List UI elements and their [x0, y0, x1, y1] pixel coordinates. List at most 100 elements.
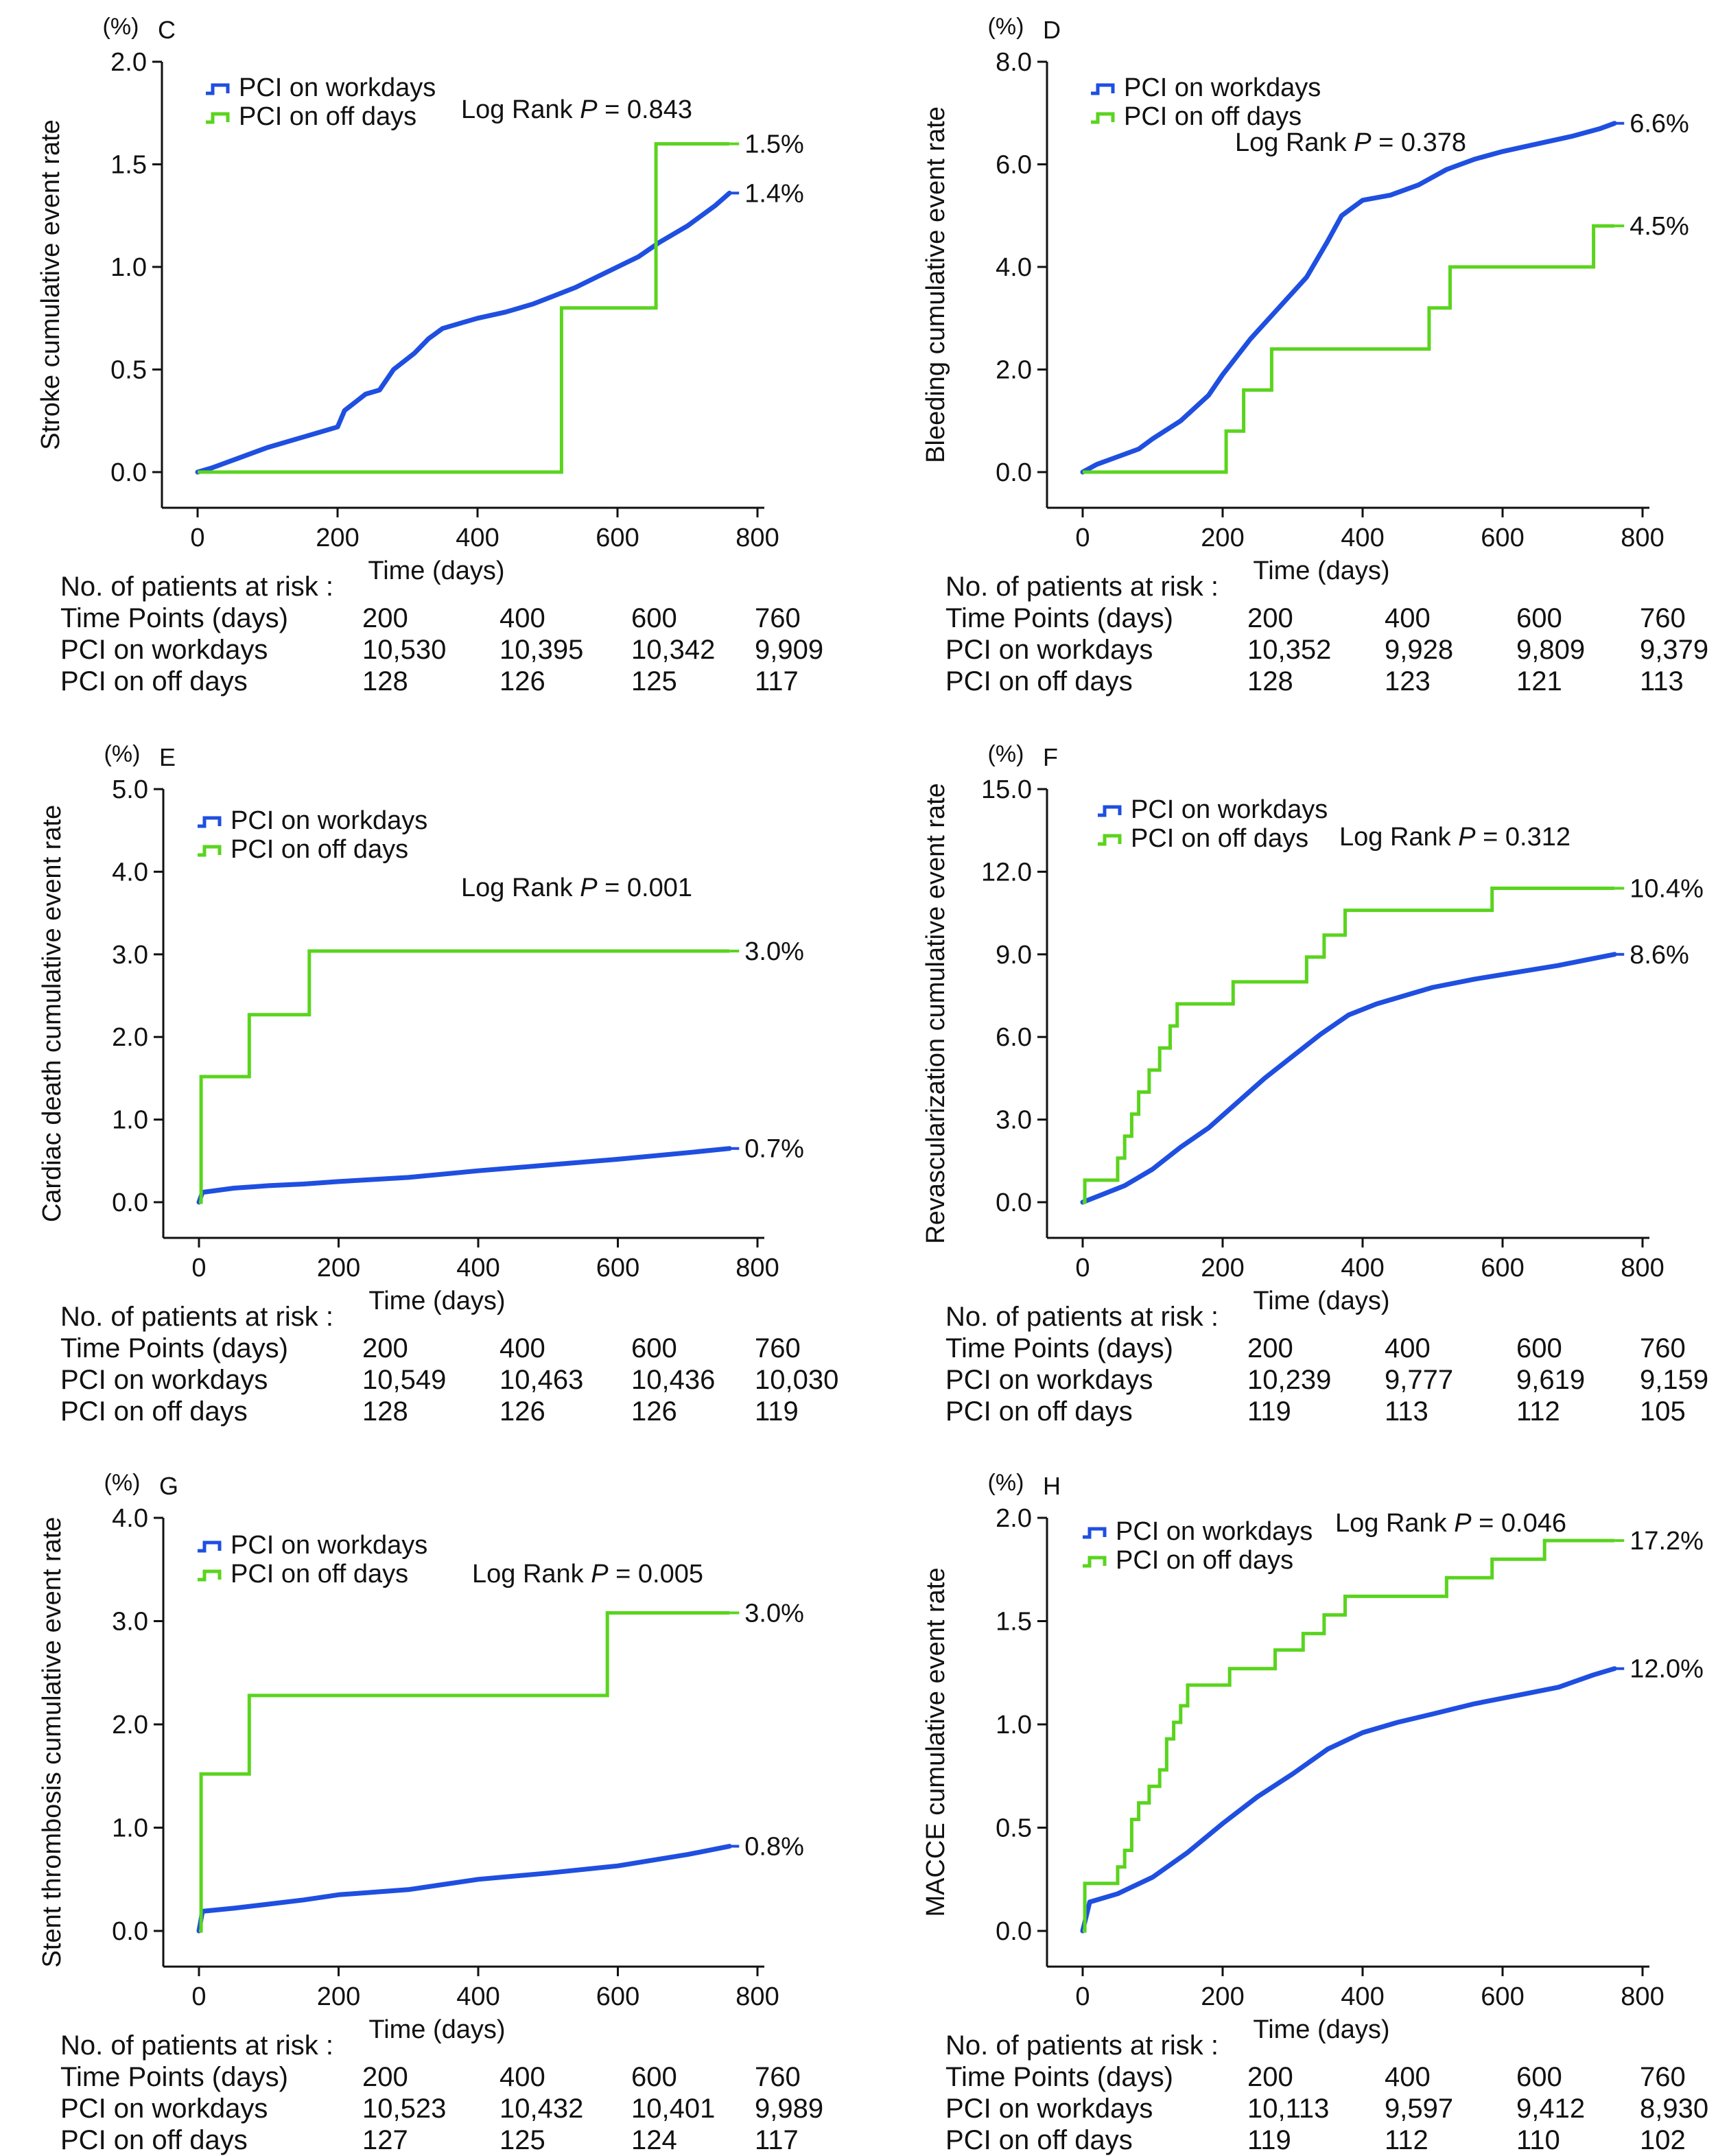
- logrank-label: Log Rank P = 0.001: [461, 874, 692, 902]
- risk-row-label: PCI on workdays: [945, 1365, 1153, 1395]
- risk-timepoint: 400: [1385, 603, 1431, 633]
- risk-cell: 10,395: [499, 635, 583, 665]
- risk-cell: 9,909: [755, 635, 823, 665]
- y-tick-label: 2.0: [112, 1711, 148, 1739]
- y-axis-title: MACCE cumulative event rate: [921, 1568, 950, 1917]
- risk-cell: 10,530: [362, 635, 446, 665]
- end-label: 3.0%: [744, 1599, 804, 1628]
- legend-label: PCI on off days: [231, 835, 408, 864]
- x-tick-label: 200: [1201, 524, 1244, 552]
- risk-table-D: No. of patients at risk :Time Points (da…: [945, 572, 1708, 696]
- risk-cell: 10,436: [631, 1365, 715, 1395]
- risk-cell: 10,342: [631, 635, 715, 665]
- risk-timepoints-label: Time Points (days): [945, 2062, 1173, 2092]
- risk-timepoint: 200: [1247, 2062, 1293, 2092]
- panel-letter: E: [159, 743, 176, 771]
- legend-swatch-offdays: [1091, 112, 1115, 124]
- risk-cell: 113: [1640, 666, 1684, 696]
- legend-swatch-workdays: [206, 83, 230, 95]
- risk-table-F: No. of patients at risk :Time Points (da…: [945, 1302, 1708, 1427]
- logrank-label: Log Rank P = 0.378: [1235, 128, 1466, 157]
- panel-E: 0.0 1.0 2.0 3.0 4.0 5.0 0 200 400 600 800 (%) E Time …: [38, 741, 804, 1315]
- x-tick-label: 600: [1481, 1254, 1524, 1282]
- risk-timepoint: 760: [755, 2062, 801, 2092]
- x-tick-label: 200: [1201, 1982, 1244, 2011]
- y-tick-label: 6.0: [996, 151, 1032, 180]
- x-tick-label: 800: [736, 1982, 779, 2011]
- x-tick-label: 0: [1075, 1254, 1090, 1282]
- risk-cell: 126: [499, 666, 545, 696]
- end-label: 6.6%: [1630, 110, 1689, 139]
- x-tick-label: 200: [1201, 1254, 1244, 1282]
- risk-cell: 125: [631, 666, 677, 696]
- risk-cell: 9,928: [1385, 635, 1453, 665]
- risk-header: No. of patients at risk :: [60, 572, 333, 602]
- y-tick-label: 4.0: [996, 253, 1032, 282]
- y-unit-label: (%): [988, 14, 1024, 40]
- risk-cell: 9,777: [1385, 1365, 1453, 1395]
- y-tick-label: 0.0: [112, 1188, 148, 1217]
- legend-label: PCI on workdays: [1116, 1517, 1313, 1546]
- y-tick-label: 0.0: [996, 1917, 1032, 1946]
- legend-swatch-offdays: [198, 845, 222, 857]
- x-tick-label: 400: [456, 524, 499, 552]
- x-tick-label: 400: [1341, 524, 1384, 552]
- risk-cell: 117: [755, 666, 799, 696]
- panel-C: 0.0 0.5 1.0 1.5 2.0 0 200 400 600 800 (%) C Time (da…: [36, 14, 804, 585]
- risk-cell: 128: [362, 666, 408, 696]
- risk-cell: 10,113: [1247, 2094, 1329, 2124]
- risk-timepoint: 200: [1247, 603, 1293, 633]
- risk-row-label: PCI on off days: [945, 1396, 1133, 1427]
- risk-timepoints-label: Time Points (days): [60, 1333, 288, 1363]
- risk-row-label: PCI on workdays: [60, 2094, 268, 2124]
- y-tick-label: 1.5: [996, 1608, 1032, 1637]
- legend-label: PCI on off days: [1131, 824, 1308, 853]
- x-tick-label: 800: [736, 524, 779, 552]
- risk-row-label: PCI on off days: [60, 1396, 248, 1427]
- x-tick-label: 800: [1621, 524, 1664, 552]
- y-axis-title: Cardiac death cumulative event rate: [38, 805, 67, 1222]
- risk-cell: 10,432: [499, 2094, 583, 2124]
- x-tick-label: 600: [596, 524, 639, 552]
- risk-timepoints-label: Time Points (days): [60, 603, 288, 633]
- y-axis-title: Revascularization cumulative event rate: [921, 783, 950, 1244]
- risk-cell: 9,619: [1516, 1365, 1585, 1395]
- x-axis-title: Time (days): [368, 556, 504, 585]
- risk-row-label: PCI on off days: [945, 666, 1133, 696]
- risk-cell: 8,930: [1640, 2094, 1708, 2124]
- risk-row-label: PCI on workdays: [60, 1365, 268, 1395]
- risk-cell: 125: [499, 2125, 545, 2155]
- panel-F: 0.0 3.0 6.0 9.0 12.0 15.0 0 200 400 600 800 (%) F Tim…: [921, 741, 1704, 1315]
- risk-cell: 119: [755, 1396, 799, 1427]
- end-label: 1.4%: [744, 179, 804, 208]
- risk-row-label: PCI on workdays: [945, 2094, 1153, 2124]
- x-tick-label: 400: [456, 1254, 499, 1282]
- x-tick-label: 200: [317, 1254, 360, 1282]
- risk-cell: 10,401: [631, 2094, 715, 2124]
- risk-cell: 119: [1247, 1396, 1291, 1427]
- series-offdays-line: [199, 1611, 730, 1933]
- risk-cell: 9,597: [1385, 2094, 1453, 2124]
- panel-letter: D: [1043, 16, 1061, 44]
- end-label: 3.0%: [744, 937, 804, 966]
- y-unit-label: (%): [988, 1470, 1024, 1496]
- x-tick-label: 0: [1075, 1982, 1090, 2011]
- y-tick-label: 1.0: [112, 1106, 148, 1135]
- y-unit-label: (%): [104, 741, 141, 767]
- x-axis-title: Time (days): [368, 2015, 505, 2044]
- x-tick-label: 400: [1341, 1254, 1384, 1282]
- panel-letter: H: [1043, 1472, 1061, 1500]
- risk-table-E: No. of patients at risk :Time Points (da…: [60, 1302, 838, 1427]
- legend-swatch-offdays: [1098, 834, 1122, 846]
- risk-cell: 121: [1516, 666, 1562, 696]
- y-tick-label: 8.0: [996, 48, 1032, 77]
- risk-cell: 10,523: [362, 2094, 446, 2124]
- y-tick-label: 2.0: [996, 356, 1032, 385]
- legend-label: PCI on workdays: [1124, 73, 1321, 102]
- legend-swatch-workdays: [1091, 83, 1115, 95]
- y-tick-label: 0.5: [996, 1814, 1032, 1843]
- x-tick-label: 800: [736, 1254, 779, 1282]
- panel-letter: C: [158, 16, 176, 44]
- x-tick-label: 600: [596, 1982, 639, 2011]
